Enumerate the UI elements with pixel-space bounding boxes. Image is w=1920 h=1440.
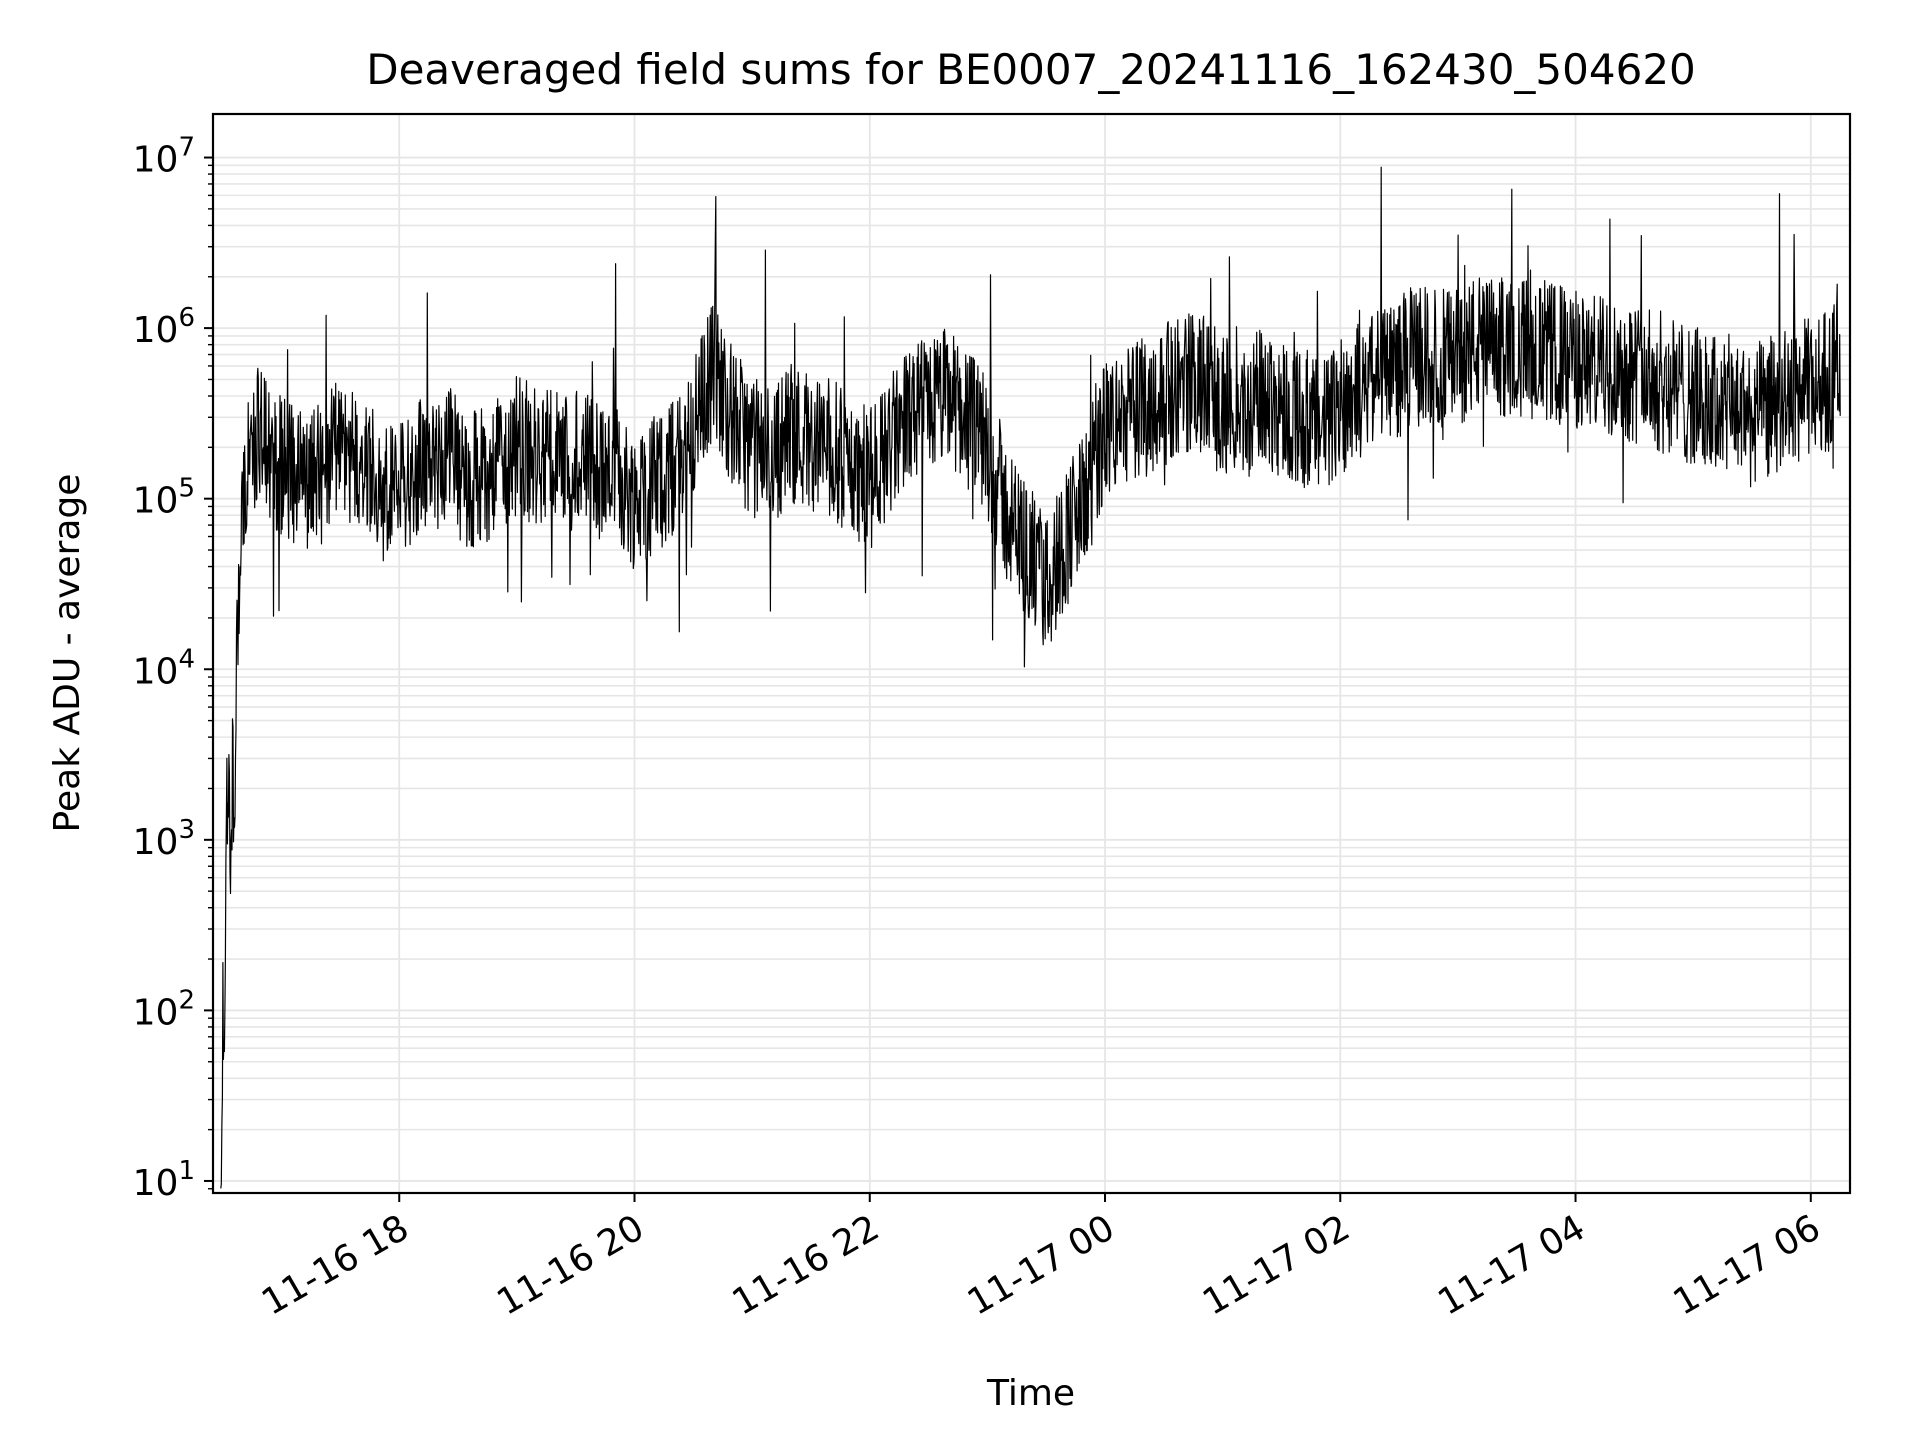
- y-tick-label: 105: [133, 474, 195, 522]
- y-axis-label: Peak ADU - average: [47, 474, 88, 833]
- x-axis-label: Time: [986, 1373, 1075, 1414]
- y-tick-label: 107: [133, 133, 195, 181]
- y-tick-label: 106: [133, 303, 195, 351]
- y-tick-label: 103: [133, 815, 195, 863]
- chart-title: Deaveraged field sums for BE0007_2024111…: [366, 45, 1696, 94]
- y-tick-label: 101: [133, 1156, 195, 1204]
- y-tick-label: 102: [133, 985, 195, 1033]
- y-tick-label: 104: [133, 644, 195, 692]
- plot-frame: [211, 112, 1852, 1195]
- series-line: [220, 166, 1841, 1189]
- y-axis: 101 102 103 104 105 106 107: [133, 133, 213, 1204]
